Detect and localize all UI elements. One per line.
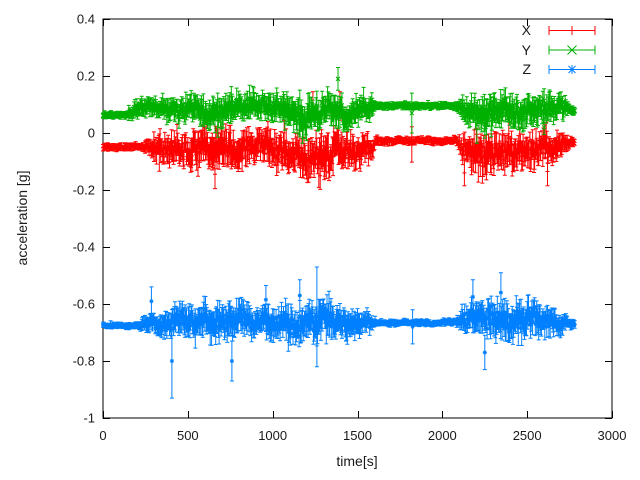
legend-label-y-series: Y	[522, 42, 532, 58]
series-Y-markers	[100, 76, 578, 133]
legend-sample-Y	[548, 45, 596, 55]
x-tick-label: 2000	[428, 428, 457, 443]
x-tick-label: 1000	[258, 428, 287, 443]
y-tick-label: -0.2	[73, 183, 95, 198]
series-X-markers	[101, 103, 577, 178]
y-axis-title: acceleration [g]	[14, 171, 30, 266]
series-Z-errorbars	[101, 266, 577, 399]
legend: X Y Z	[522, 22, 532, 77]
y-tick-label: -0.8	[73, 354, 95, 369]
x-axis-title: time[s]	[336, 453, 377, 469]
series-Z-markers	[101, 290, 577, 363]
x-tick-label: 2500	[513, 428, 542, 443]
legend-label-x-series: X	[522, 22, 532, 38]
y-tick-label: 0.4	[77, 12, 95, 27]
legend-sample-X	[548, 26, 596, 35]
legend-sample-Z	[548, 65, 596, 74]
x-tick-label: 500	[177, 428, 199, 443]
y-tick-label: -0.4	[73, 240, 95, 255]
y-tick-label: 0.2	[77, 69, 95, 84]
plot-border	[102, 18, 613, 419]
axis-ticks	[103, 19, 613, 419]
y-tick-label: -0.6	[73, 297, 95, 312]
x-tick-label: 0	[99, 428, 106, 443]
legend-label-z-series: Z	[522, 61, 531, 77]
x-tick-label: 1500	[343, 428, 372, 443]
y-tick-label: 0	[88, 126, 95, 141]
y-tick-label: -1	[83, 411, 95, 426]
x-tick-label: 3000	[598, 428, 627, 443]
